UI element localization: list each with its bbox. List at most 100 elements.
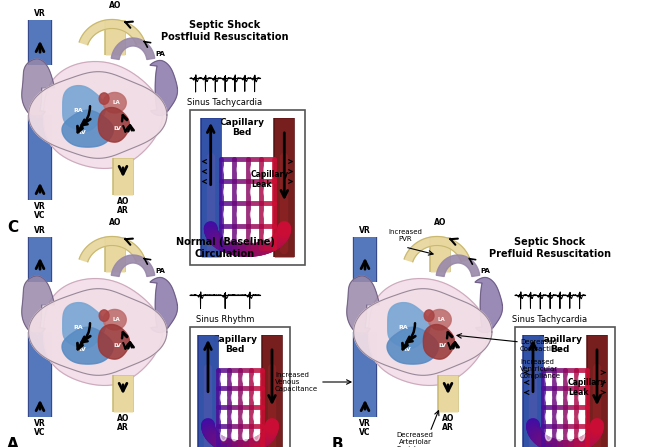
Text: Decreased
Contractility: Decreased Contractility (520, 338, 563, 351)
Ellipse shape (567, 430, 573, 441)
Polygon shape (29, 289, 167, 375)
Text: Sinus Tachycardia: Sinus Tachycardia (187, 98, 263, 107)
Polygon shape (22, 276, 55, 334)
Text: Capillary
Leak: Capillary Leak (251, 170, 289, 190)
Polygon shape (150, 60, 177, 115)
Text: Sinus Tachycardia: Sinus Tachycardia (512, 315, 588, 324)
Text: PA: PA (480, 268, 490, 274)
Ellipse shape (254, 374, 259, 384)
Polygon shape (111, 255, 155, 277)
Text: LV: LV (113, 127, 121, 131)
Polygon shape (29, 72, 167, 158)
Ellipse shape (242, 412, 248, 422)
Polygon shape (44, 62, 162, 169)
Text: VR: VR (34, 226, 46, 235)
Polygon shape (103, 309, 126, 330)
Text: VR: VR (359, 419, 371, 428)
Text: VR: VR (359, 226, 371, 235)
Text: Increased
Ventricular
Compliance: Increased Ventricular Compliance (520, 359, 561, 379)
FancyBboxPatch shape (190, 327, 290, 447)
Ellipse shape (264, 164, 271, 176)
Ellipse shape (556, 374, 562, 384)
Text: LV: LV (113, 343, 121, 348)
Ellipse shape (556, 412, 562, 422)
Ellipse shape (220, 392, 227, 403)
Ellipse shape (250, 208, 258, 220)
Text: RV: RV (77, 130, 86, 135)
Text: VC: VC (359, 428, 370, 437)
Polygon shape (98, 325, 129, 359)
Text: AO: AO (442, 414, 454, 423)
Polygon shape (150, 278, 177, 333)
Polygon shape (475, 278, 502, 333)
Text: PA: PA (155, 51, 165, 57)
Text: AO: AO (109, 1, 121, 10)
Ellipse shape (254, 412, 259, 422)
Text: LA: LA (113, 100, 121, 105)
Polygon shape (347, 276, 380, 334)
Polygon shape (103, 93, 126, 113)
Polygon shape (436, 255, 480, 277)
Text: C: C (7, 220, 18, 235)
Ellipse shape (220, 412, 227, 422)
Ellipse shape (264, 186, 271, 198)
Ellipse shape (556, 430, 562, 441)
Text: RA: RA (73, 325, 83, 330)
Polygon shape (428, 309, 451, 330)
Ellipse shape (250, 164, 258, 176)
Ellipse shape (99, 93, 109, 104)
Text: RA: RA (73, 108, 83, 113)
Ellipse shape (545, 412, 552, 422)
Text: RV: RV (402, 347, 411, 352)
Ellipse shape (224, 164, 231, 176)
Text: AR: AR (117, 206, 129, 215)
Ellipse shape (567, 374, 573, 384)
Polygon shape (22, 59, 55, 117)
Polygon shape (63, 86, 105, 131)
Polygon shape (44, 278, 162, 385)
Ellipse shape (99, 310, 109, 321)
Ellipse shape (237, 186, 244, 198)
Text: Normal (Baseline)
Circulation: Normal (Baseline) Circulation (176, 237, 274, 259)
Ellipse shape (254, 430, 259, 441)
Ellipse shape (231, 430, 237, 441)
Text: LA: LA (438, 317, 446, 322)
Text: LV: LV (438, 343, 446, 348)
Ellipse shape (250, 231, 258, 243)
Polygon shape (79, 20, 145, 45)
Ellipse shape (231, 374, 237, 384)
Text: AO: AO (434, 218, 446, 227)
Ellipse shape (237, 208, 244, 220)
Ellipse shape (220, 430, 227, 441)
FancyBboxPatch shape (190, 110, 305, 265)
Text: AO: AO (117, 197, 129, 206)
Ellipse shape (237, 231, 244, 243)
Text: B: B (332, 437, 344, 447)
Polygon shape (79, 236, 145, 262)
Text: VC: VC (34, 428, 46, 437)
Ellipse shape (545, 392, 552, 403)
Text: AO: AO (117, 414, 129, 423)
Text: Decreased
Arteriolar
Resistance: Decreased Arteriolar Resistance (396, 432, 434, 447)
Ellipse shape (578, 430, 584, 441)
Text: Sinus Rhythm: Sinus Rhythm (196, 315, 254, 324)
Text: Capillary
Bed: Capillary Bed (213, 335, 257, 354)
Ellipse shape (220, 374, 227, 384)
Text: AR: AR (442, 423, 454, 432)
Polygon shape (388, 303, 430, 348)
Ellipse shape (237, 164, 244, 176)
Text: Capillary
Bed: Capillary Bed (219, 118, 265, 137)
Ellipse shape (224, 231, 231, 243)
Text: Increased
Venous
Capacitance: Increased Venous Capacitance (275, 372, 318, 392)
Ellipse shape (578, 374, 584, 384)
Ellipse shape (254, 392, 259, 403)
Text: VR: VR (34, 9, 46, 18)
Ellipse shape (231, 392, 237, 403)
Text: Septic Shock
Prefluid Resuscitation: Septic Shock Prefluid Resuscitation (489, 237, 611, 259)
Ellipse shape (264, 208, 271, 220)
Text: Increased
PVR: Increased PVR (388, 229, 422, 242)
Ellipse shape (567, 392, 573, 403)
Ellipse shape (231, 412, 237, 422)
Polygon shape (63, 303, 105, 348)
Polygon shape (62, 110, 113, 147)
